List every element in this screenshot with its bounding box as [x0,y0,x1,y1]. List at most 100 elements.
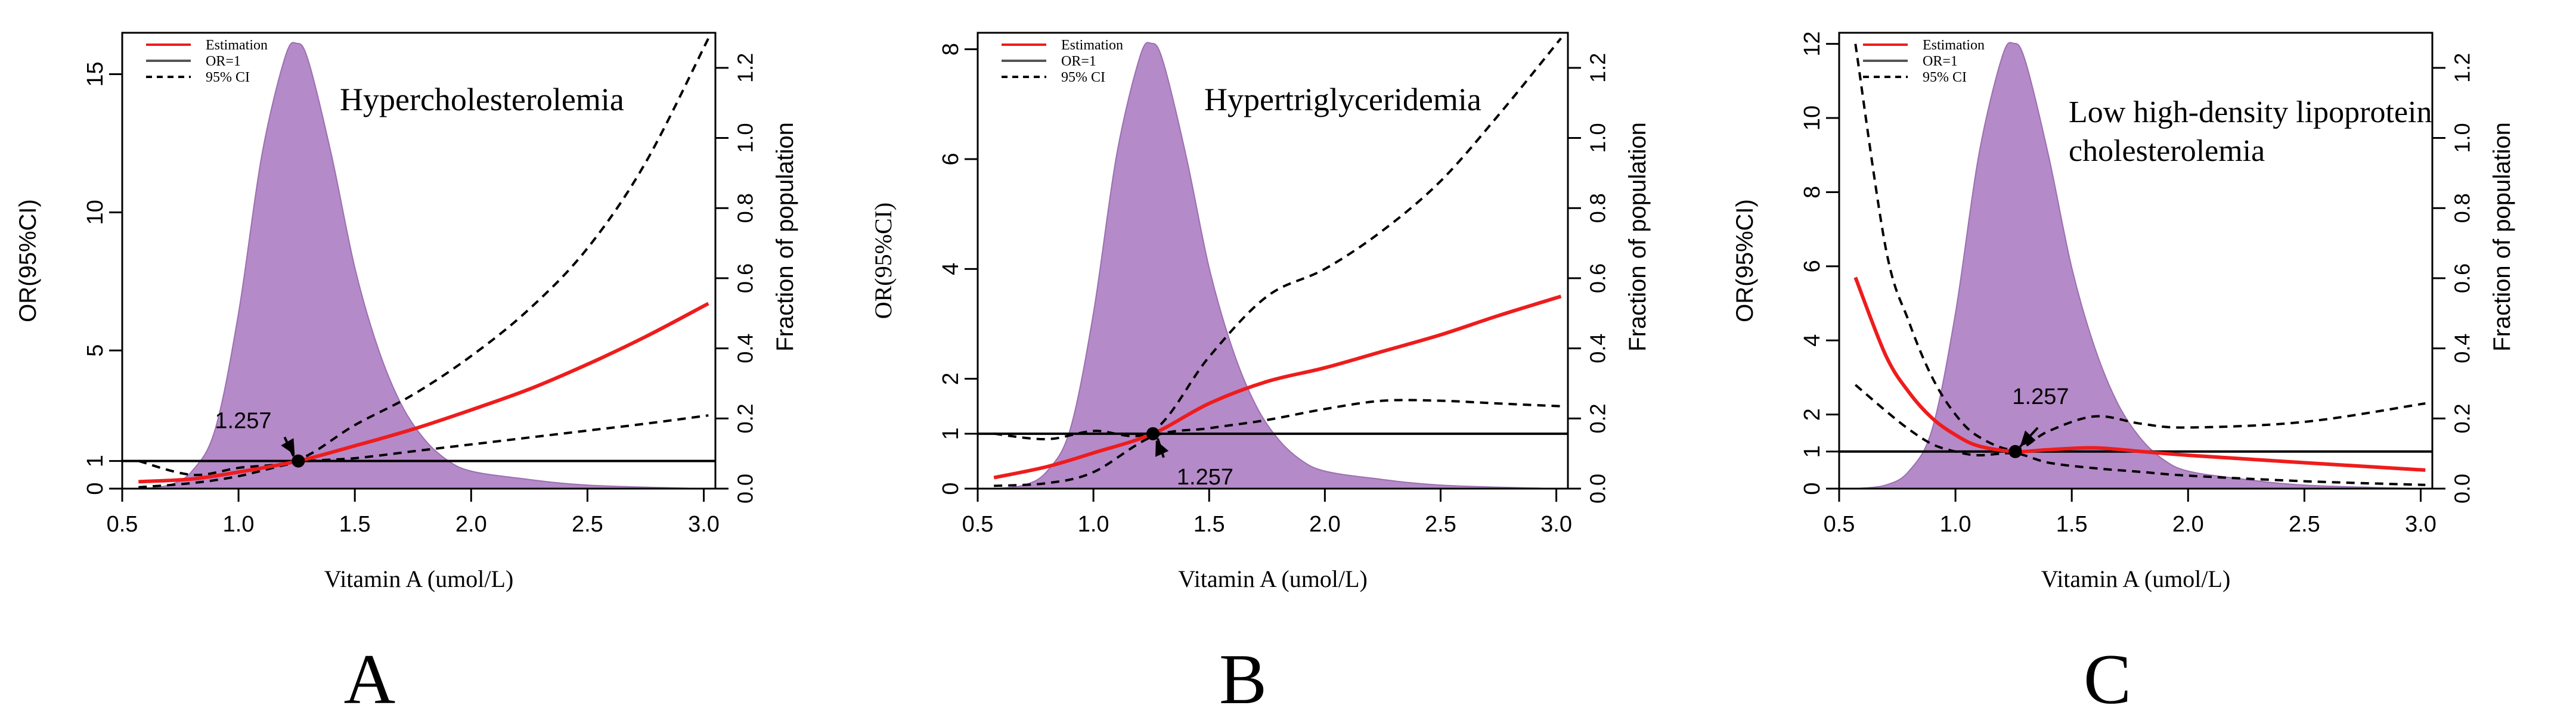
panel-c-y-axis-label: OR(95%CI) [1732,199,1758,322]
panel-c-y2-tick-label: 0.2 [2450,403,2475,433]
panel-a-knot-arrowhead [281,438,295,455]
panel-a-y-tick-label: 5 [83,344,108,357]
panel-c-x-tick-label: 1.5 [2056,512,2088,537]
panel-c-knot-arrowhead [2020,430,2036,447]
panel-a-y2-tick-label: 0.4 [733,334,758,363]
panel-b-y-tick-label: 2 [938,372,963,385]
panel-b-density-area [994,42,1557,489]
panel-a-legend-estimation-label: Estimation [206,38,268,53]
panel-c-ci-lower-line [1855,384,2426,486]
panel-a-y2-tick-label: 0.6 [733,263,758,293]
panel-b-y2-tick-label: 0.8 [1586,193,1610,223]
panel-a-estimation-line [138,302,709,484]
panel-c-legend-or1-label: OR=1 [1923,54,1958,69]
panel-b-x-tick-label: 2.0 [1309,512,1341,537]
panel-a-plot-frame [121,32,717,490]
panel-a-y-tick-label: 15 [83,61,108,86]
panel-b-y2-tick-label: 1.2 [1586,53,1610,83]
panel-a-y2-tick-label: 0.8 [733,193,758,223]
panel-a-x-tick-label: 0.5 [107,512,138,537]
panel-a-knot-point [292,454,305,468]
panel-c-x-axis-label: Vitamin A (umol/L) [2041,565,2231,592]
panel-c-legend-estimation-label: Estimation [1923,38,1985,53]
panel-b-y2-tick-label: 1.0 [1586,123,1610,153]
panel-a-y2-axis-label: Fraction of population [772,122,798,352]
panel-c-y-tick-label: 4 [1800,334,1825,347]
panel-b-x-axis-label: Vitamin A (umol/L) [1178,565,1368,592]
panel-b-legend-or1-label: OR=1 [1061,54,1096,69]
panel-c-knot-label: 1.257 [2012,384,2069,409]
panel-a-y-tick-label: 10 [83,200,108,225]
panel-b-x-tick-label: 1.0 [1078,512,1109,537]
panel-b-x-tick-label: 1.5 [1194,512,1225,537]
panel-c-y2-tick-label: 1.2 [2450,53,2475,83]
panel-a-y2-tick-label: 0.0 [733,474,758,504]
panel-b-y-tick-label: 6 [938,153,963,165]
panel-c-y2-tick-label: 0.8 [2450,193,2475,223]
panel-a-x-tick-label: 1.5 [339,512,371,537]
panel-c-y-tick-label: 10 [1800,105,1825,130]
panel-a-ci-upper-line [138,38,710,477]
panel-c-title-line: Low high-density lipoprotein [2069,95,2432,129]
panel-b-y2-tick-label: 0.4 [1586,334,1610,363]
panel-b-estimation-line [993,294,1562,480]
panel-c-x-tick-label: 2.0 [2172,512,2204,537]
panel-c-title-line: cholesterolemia [2069,134,2265,168]
panel-a-x-axis-label: Vitamin A (umol/L) [324,565,514,592]
panel-b-y2-axis-label: Fraction of population [1625,122,1651,352]
panel-c-x-tick-label: 1.0 [1940,512,1971,537]
panel-c-density-area [1855,42,2421,489]
panel-b-y2-tick-label: 0.0 [1586,474,1610,504]
panel-b-x-tick-label: 2.5 [1425,512,1456,537]
panel-a-x-tick-label: 2.5 [572,512,603,537]
panel-a-y-tick-label: 1 [83,455,108,467]
panel-c-y2-tick-label: 0.0 [2450,474,2475,504]
panel-a-y2-tick-label: 1.0 [733,123,758,153]
panel-c-y-tick-label: 1 [1800,445,1825,458]
panel-c-y-tick-label: 0 [1800,482,1825,495]
panel-b-plot-frame [977,32,1569,490]
panel-b-y-tick-label: 4 [938,263,963,275]
panel-a-y2-tick-label: 1.2 [733,53,758,83]
panel-a-x-tick-label: 1.0 [223,512,255,537]
panel-c-y2-axis-label: Fraction of population [2489,122,2515,352]
panel-c-legend-ci-label: 95% CI [1923,70,1967,85]
panel-c-y2-tick-label: 0.6 [2450,263,2475,293]
panel-a-density-area [138,42,704,489]
panel-a-knot-label: 1.257 [215,409,271,434]
panel-c-letter: C [2084,639,2131,719]
panel-a-title: Hypercholesterolemia [340,82,624,117]
panel-a-y-tick-label: 0 [83,482,108,495]
panel-b-y-tick-label: 1 [938,427,963,440]
panel-a-x-tick-label: 2.0 [455,512,487,537]
panel-c-y-tick-label: 8 [1800,186,1825,198]
panel-c-y-tick-label: 12 [1800,32,1825,57]
panel-b-ci-lower-line [994,399,1561,487]
panel-c-x-tick-label: 3.0 [2405,512,2436,537]
panel-b-knot-label: 1.257 [1177,465,1233,490]
panel-c-estimation-line [1853,276,2426,472]
panel-b-x-tick-label: 3.0 [1540,512,1572,537]
panel-a-letter: A [344,639,396,719]
panel-b-ci-upper-line [993,37,1562,441]
panel-b-y-tick-label: 8 [938,43,963,55]
panel-a-y-axis-label: OR(95%CI) [15,199,41,322]
panel-c-y-tick-label: 2 [1800,408,1825,421]
panel-a-legend-ci-label: 95% CI [206,70,250,85]
panel-b-knot-arrowhead [1155,440,1169,457]
panel-c-y-tick-label: 6 [1800,260,1825,272]
panel-c-knot-point [2008,445,2022,458]
panel-b-legend-ci-label: 95% CI [1061,70,1105,85]
panel-b-y2-tick-label: 0.2 [1586,403,1610,433]
panel-b-letter: B [1219,639,1267,719]
panel-b-group: 1.257 0.5 1.0 1.5 2.0 2.5 3.0 0 1 2 4 6 8 0.0 0.2 0.4 0.… [870,32,1651,719]
panel-b-x-tick-label: 0.5 [962,512,994,537]
panel-c-x-tick-label: 2.5 [2289,512,2320,537]
panel-c-x-tick-label: 0.5 [1824,512,1855,537]
panel-b-y-tick-label: 0 [938,482,963,495]
panel-c-y2-tick-label: 0.4 [2450,334,2475,363]
